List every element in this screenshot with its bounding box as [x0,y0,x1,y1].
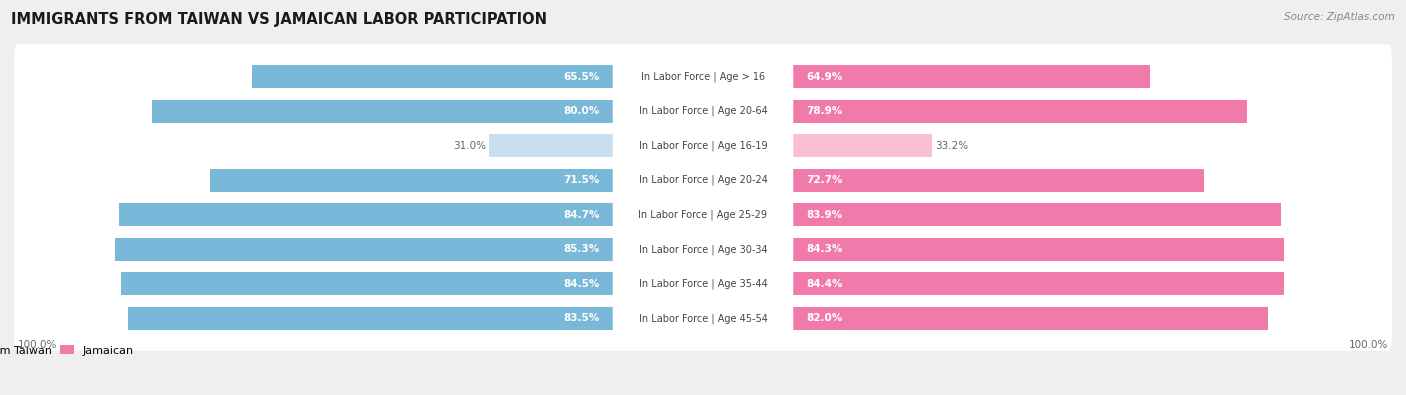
Bar [793,203,1281,226]
Text: 84.4%: 84.4% [807,279,842,289]
Text: In Labor Force | Age 16-19: In Labor Force | Age 16-19 [638,141,768,151]
Text: 64.9%: 64.9% [807,72,842,82]
Bar [211,169,613,192]
Text: 85.3%: 85.3% [564,244,599,254]
Text: 84.5%: 84.5% [564,279,599,289]
Text: 100.0%: 100.0% [17,340,56,350]
Text: In Labor Force | Age 20-24: In Labor Force | Age 20-24 [638,175,768,186]
Text: 100.0%: 100.0% [1350,340,1389,350]
FancyBboxPatch shape [613,96,793,126]
Text: 83.5%: 83.5% [564,313,599,323]
Bar [793,237,1284,261]
FancyBboxPatch shape [14,182,1392,247]
Text: In Labor Force | Age 45-54: In Labor Force | Age 45-54 [638,313,768,324]
Text: Source: ZipAtlas.com: Source: ZipAtlas.com [1284,12,1395,22]
FancyBboxPatch shape [14,251,1392,316]
Text: In Labor Force | Age 30-34: In Labor Force | Age 30-34 [638,244,768,254]
Text: In Labor Force | Age 20-64: In Labor Force | Age 20-64 [638,106,768,117]
Bar [121,272,613,295]
FancyBboxPatch shape [613,62,793,92]
Text: 65.5%: 65.5% [564,72,599,82]
Text: 72.7%: 72.7% [807,175,842,185]
Text: 78.9%: 78.9% [807,106,842,116]
Text: 33.2%: 33.2% [935,141,969,151]
Bar [793,100,1247,123]
Text: IMMIGRANTS FROM TAIWAN VS JAMAICAN LABOR PARTICIPATION: IMMIGRANTS FROM TAIWAN VS JAMAICAN LABOR… [11,12,547,27]
FancyBboxPatch shape [14,286,1392,351]
Bar [120,203,613,226]
Bar [793,134,932,158]
Text: 82.0%: 82.0% [807,313,842,323]
Bar [115,237,613,261]
Bar [793,169,1204,192]
Bar [152,100,613,123]
FancyBboxPatch shape [613,131,793,161]
FancyBboxPatch shape [14,79,1392,144]
Text: In Labor Force | Age 25-29: In Labor Force | Age 25-29 [638,209,768,220]
Text: 71.5%: 71.5% [564,175,599,185]
Text: In Labor Force | Age 35-44: In Labor Force | Age 35-44 [638,278,768,289]
Text: 83.9%: 83.9% [807,210,842,220]
Text: 84.3%: 84.3% [807,244,842,254]
FancyBboxPatch shape [14,44,1392,109]
FancyBboxPatch shape [14,217,1392,282]
Text: 84.7%: 84.7% [564,210,599,220]
FancyBboxPatch shape [14,113,1392,178]
FancyBboxPatch shape [613,199,793,230]
FancyBboxPatch shape [613,234,793,264]
Legend: Immigrants from Taiwan, Jamaican: Immigrants from Taiwan, Jamaican [0,341,138,360]
Bar [489,134,613,158]
Bar [793,65,1150,88]
Text: 80.0%: 80.0% [564,106,599,116]
FancyBboxPatch shape [613,165,793,196]
Bar [252,65,613,88]
FancyBboxPatch shape [613,303,793,333]
Text: 31.0%: 31.0% [453,141,486,151]
Bar [793,272,1285,295]
Bar [128,307,613,330]
Text: In Labor Force | Age > 16: In Labor Force | Age > 16 [641,71,765,82]
Bar [793,307,1268,330]
FancyBboxPatch shape [613,269,793,299]
FancyBboxPatch shape [14,148,1392,213]
